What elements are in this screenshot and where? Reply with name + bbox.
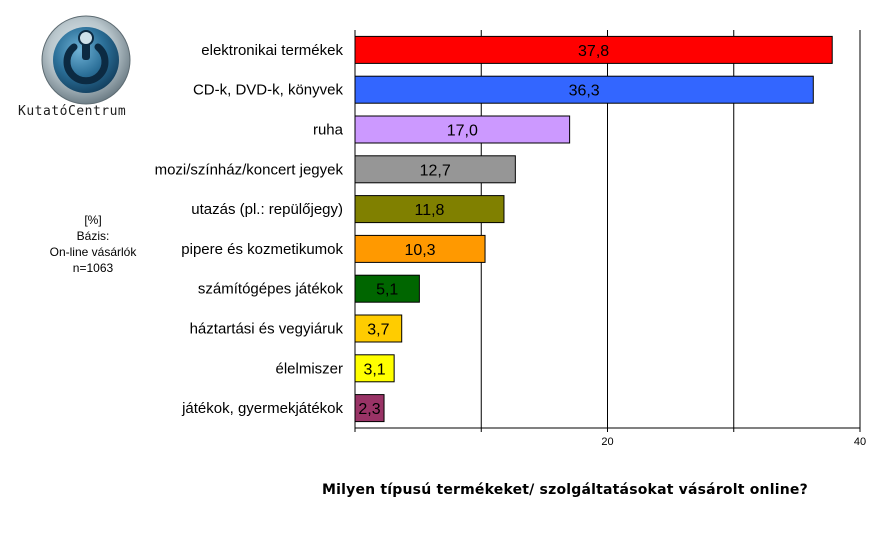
data-label: 3,1 [363,361,385,378]
basis-group-label: On-line vásárlók [49,245,137,259]
category-label: játékok, gyermekjátékok [181,400,343,417]
data-label: 11,8 [415,202,445,219]
base-note: [%] Bázis: On-line vásárlók n=1063 [28,212,158,276]
category-label: utazás (pl.: repülőjegy) [191,201,343,218]
bars [354,35,833,423]
logo-text: KutatóCentrum [18,104,127,119]
data-label: 12,7 [420,162,451,179]
category-label: számítógépes játékok [198,281,344,298]
bar [354,195,505,224]
unit-label: [%] [84,213,102,227]
bar [354,354,395,383]
bar [354,35,833,64]
bar [354,274,420,303]
category-label: háztartási és vegyiáruk [190,321,344,338]
question-caption: Milyen típusú termékeket/ szolgáltatások… [322,482,808,498]
sample-size-label: n=1063 [72,261,114,275]
value-labels: 37,8 36,3 17,0 12,7 11,8 10,3 5,1 3,7 3,1 2,3 [358,43,609,418]
data-label: 5,1 [376,282,398,299]
x-tick-label: 20 [601,436,613,448]
category-label: elektronikai termékek [201,42,343,59]
power-button-logo-icon [41,15,131,105]
bar [354,115,571,144]
category-labels: elektronikai termékek CD-k, DVD-k, könyve… [155,42,344,417]
x-tick-label: 40 [854,436,866,448]
kutatocentrum-logo [14,14,164,124]
data-label: 10,3 [404,242,435,259]
data-label: 2,3 [358,401,380,418]
category-label: élelmiszer [275,360,343,377]
category-label: mozi/színház/koncert jegyek [155,161,344,178]
bar-chart: elektronikai termékek CD-k, DVD-k, könyve… [155,30,866,448]
data-label: 3,7 [367,322,389,339]
data-label: 37,8 [578,43,609,60]
data-label: 17,0 [447,123,478,140]
data-label: 36,3 [569,83,600,100]
basis-label: Bázis: [76,229,110,243]
category-label: CD-k, DVD-k, könyvek [193,82,344,99]
bar [354,234,486,263]
category-label: ruha [313,122,344,139]
x-axis: 20 40 [354,30,866,448]
category-label: pipere és kozmetikumok [181,241,343,258]
